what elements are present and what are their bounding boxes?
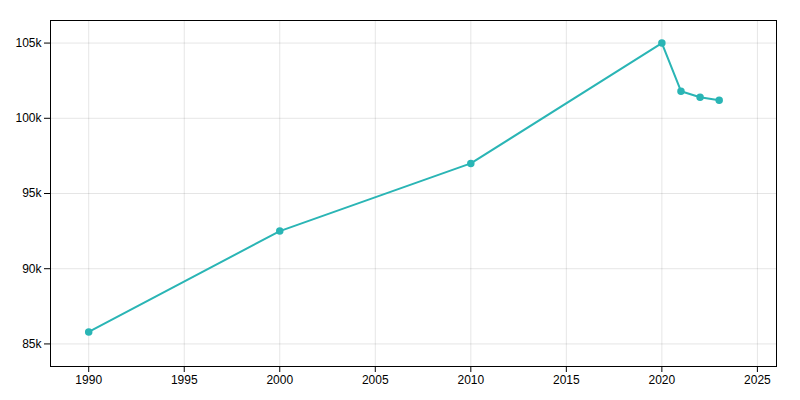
svg-text:105k: 105k: [15, 36, 42, 50]
svg-text:85k: 85k: [22, 337, 42, 351]
svg-text:2020: 2020: [649, 373, 676, 387]
svg-text:100k: 100k: [15, 111, 42, 125]
svg-text:2010: 2010: [457, 373, 484, 387]
svg-text:2025: 2025: [744, 373, 771, 387]
svg-text:2015: 2015: [553, 373, 580, 387]
svg-text:2000: 2000: [266, 373, 293, 387]
svg-text:2005: 2005: [362, 373, 389, 387]
svg-text:90k: 90k: [22, 262, 42, 276]
svg-text:1990: 1990: [75, 373, 102, 387]
svg-text:1995: 1995: [171, 373, 198, 387]
svg-text:95k: 95k: [22, 186, 42, 200]
